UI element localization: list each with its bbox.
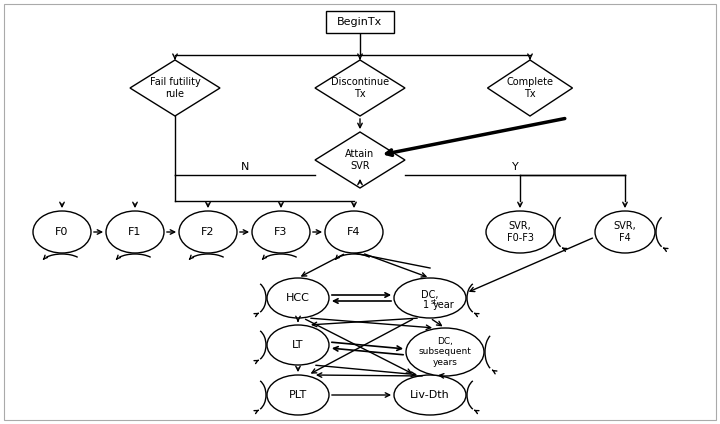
Text: DC,: DC,: [421, 290, 438, 300]
Text: Attain
SVR: Attain SVR: [346, 149, 374, 171]
Text: LT: LT: [292, 340, 304, 350]
Polygon shape: [315, 60, 405, 116]
Text: F1: F1: [128, 227, 142, 237]
Text: F3: F3: [274, 227, 288, 237]
Ellipse shape: [406, 328, 484, 376]
Text: F4: F4: [347, 227, 361, 237]
Text: 1: 1: [423, 300, 429, 310]
Polygon shape: [487, 60, 572, 116]
Text: DC,
subsequent
years: DC, subsequent years: [418, 337, 472, 367]
Text: Y: Y: [512, 162, 518, 172]
Polygon shape: [130, 60, 220, 116]
Text: st: st: [431, 299, 437, 305]
Text: F2: F2: [202, 227, 215, 237]
Ellipse shape: [33, 211, 91, 253]
Ellipse shape: [267, 278, 329, 318]
Text: BeginTx: BeginTx: [338, 17, 382, 27]
Ellipse shape: [486, 211, 554, 253]
Text: year: year: [433, 300, 455, 310]
Text: PLT: PLT: [289, 390, 307, 400]
Text: HCC: HCC: [286, 293, 310, 303]
Text: N: N: [240, 162, 249, 172]
Ellipse shape: [267, 325, 329, 365]
Ellipse shape: [394, 278, 466, 318]
Text: SVR,
F4: SVR, F4: [613, 221, 636, 243]
Ellipse shape: [179, 211, 237, 253]
Ellipse shape: [252, 211, 310, 253]
Text: SVR,
F0-F3: SVR, F0-F3: [506, 221, 534, 243]
Ellipse shape: [595, 211, 655, 253]
Ellipse shape: [267, 375, 329, 415]
Text: Liv-Dth: Liv-Dth: [410, 390, 450, 400]
Text: F0: F0: [55, 227, 68, 237]
Ellipse shape: [394, 375, 466, 415]
Text: Fail futility
rule: Fail futility rule: [150, 77, 200, 99]
Ellipse shape: [325, 211, 383, 253]
Polygon shape: [315, 132, 405, 188]
Text: Discontinue
Tx: Discontinue Tx: [331, 77, 389, 99]
Bar: [326, 11, 394, 33]
Text: Complete
Tx: Complete Tx: [506, 77, 554, 99]
Ellipse shape: [106, 211, 164, 253]
